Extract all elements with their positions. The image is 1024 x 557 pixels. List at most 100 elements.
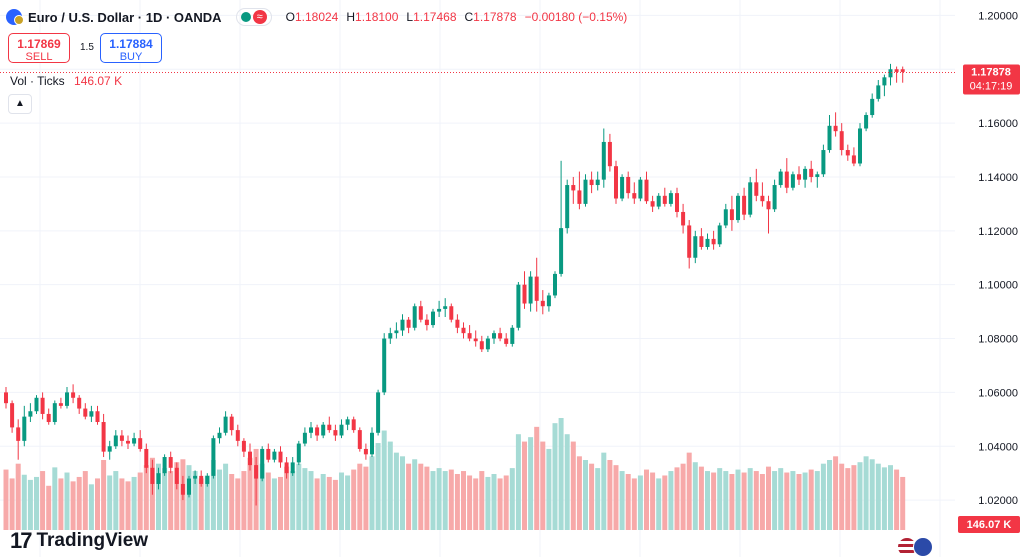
candle[interactable]: [229, 413, 234, 436]
candle[interactable]: [77, 395, 82, 414]
candle[interactable]: [162, 454, 167, 476]
candle[interactable]: [809, 160, 814, 183]
candle[interactable]: [748, 176, 753, 218]
candle[interactable]: [321, 422, 326, 439]
candle[interactable]: [309, 422, 313, 439]
candle[interactable]: [577, 171, 582, 210]
candle[interactable]: [376, 389, 381, 436]
candle[interactable]: [40, 392, 45, 420]
candle[interactable]: [132, 432, 137, 447]
candle[interactable]: [296, 440, 301, 466]
candle[interactable]: [876, 80, 881, 102]
candle[interactable]: [778, 168, 783, 188]
candle[interactable]: [534, 257, 539, 312]
candle[interactable]: [272, 448, 277, 463]
candle[interactable]: [742, 187, 747, 221]
candle[interactable]: [723, 203, 728, 229]
candle[interactable]: [784, 158, 789, 194]
candle[interactable]: [662, 187, 667, 207]
tradingview-logo[interactable]: 17 TradingView: [10, 528, 148, 554]
candle[interactable]: [16, 419, 21, 460]
collapse-legend-button[interactable]: ▲: [8, 94, 32, 114]
candle[interactable]: [370, 427, 374, 458]
market-status-pill[interactable]: ≈: [235, 8, 272, 26]
candle[interactable]: [327, 416, 332, 433]
candle[interactable]: [455, 314, 460, 334]
candle[interactable]: [71, 384, 76, 404]
candle[interactable]: [107, 440, 112, 460]
candle[interactable]: [668, 190, 673, 207]
candle[interactable]: [699, 228, 704, 250]
candle[interactable]: [754, 168, 759, 202]
candle[interactable]: [119, 430, 124, 447]
candle[interactable]: [34, 395, 39, 414]
candle[interactable]: [693, 230, 698, 264]
candle[interactable]: [882, 74, 887, 97]
candle[interactable]: [601, 128, 606, 188]
candle[interactable]: [302, 427, 307, 447]
candle[interactable]: [58, 397, 63, 409]
candle[interactable]: [571, 176, 576, 204]
candle[interactable]: [510, 325, 515, 347]
candle[interactable]: [504, 333, 509, 347]
candle[interactable]: [83, 403, 88, 420]
candle[interactable]: [168, 451, 173, 474]
candle[interactable]: [113, 430, 118, 449]
candle[interactable]: [418, 300, 423, 323]
candle[interactable]: [492, 330, 496, 344]
candle[interactable]: [138, 430, 143, 452]
candle[interactable]: [479, 335, 484, 353]
candle[interactable]: [22, 405, 27, 447]
candle[interactable]: [803, 166, 808, 188]
candle[interactable]: [199, 470, 204, 487]
candle[interactable]: [217, 427, 222, 444]
candle[interactable]: [717, 222, 722, 247]
candle[interactable]: [595, 171, 600, 191]
candle[interactable]: [437, 300, 442, 317]
candle[interactable]: [851, 147, 856, 167]
candle[interactable]: [870, 93, 875, 118]
candle[interactable]: [729, 195, 734, 231]
candle[interactable]: [607, 133, 612, 172]
candle[interactable]: [431, 308, 435, 328]
candle[interactable]: [260, 446, 265, 482]
candle[interactable]: [95, 405, 100, 425]
candle[interactable]: [858, 123, 862, 167]
candle[interactable]: [345, 416, 350, 431]
candle[interactable]: [333, 424, 338, 441]
candle[interactable]: [211, 435, 216, 479]
candle[interactable]: [827, 115, 832, 153]
candle[interactable]: [357, 427, 362, 452]
candle[interactable]: [839, 123, 844, 156]
candle[interactable]: [4, 387, 8, 409]
candle[interactable]: [675, 187, 679, 218]
candle[interactable]: [180, 475, 185, 501]
candle[interactable]: [412, 303, 417, 331]
candle[interactable]: [150, 459, 155, 495]
candle[interactable]: [516, 281, 521, 331]
candle[interactable]: [193, 470, 198, 484]
candle[interactable]: [467, 325, 472, 342]
candle[interactable]: [498, 327, 503, 342]
candle[interactable]: [528, 271, 533, 312]
candle[interactable]: [144, 443, 149, 474]
candle[interactable]: [900, 66, 905, 83]
candle[interactable]: [553, 271, 557, 299]
candle[interactable]: [614, 160, 618, 204]
candle[interactable]: [815, 171, 820, 188]
sell-button[interactable]: 1.17869 SELL: [8, 33, 70, 63]
candle[interactable]: [546, 292, 551, 312]
candle[interactable]: [644, 171, 649, 204]
candle[interactable]: [485, 335, 490, 353]
candle[interactable]: [339, 419, 344, 439]
candle[interactable]: [833, 112, 838, 137]
candle[interactable]: [797, 166, 801, 186]
candle[interactable]: [650, 195, 655, 212]
candle[interactable]: [766, 195, 771, 234]
candle[interactable]: [772, 179, 777, 212]
candle[interactable]: [278, 446, 283, 468]
candle[interactable]: [315, 424, 320, 441]
candle[interactable]: [565, 179, 570, 234]
candle[interactable]: [388, 327, 393, 344]
